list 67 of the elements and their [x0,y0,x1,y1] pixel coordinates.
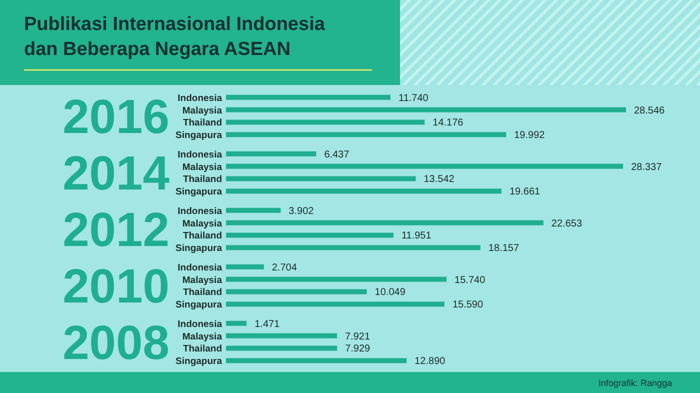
text: Indonesia [178,149,222,160]
bar [226,107,626,112]
text: Malaysia [182,218,222,230]
data-label: 7.929 [345,344,371,355]
data-label: 18.157 [488,243,520,254]
text: Thailand [182,344,222,355]
text: Indonesia [178,318,222,330]
data-label: 3.902 [288,206,314,217]
data-label: 6.437 [324,149,350,160]
series-label: Singapura [176,130,223,142]
series-label: Thailand [182,118,222,129]
series-label: Indonesia [178,92,223,104]
y-tick-label: 2014 [62,147,170,200]
data-label: 19.661 [510,186,541,198]
y-tick-label: 2012 [62,204,170,257]
bar [226,302,444,307]
bar [226,264,264,270]
data-label: 15.590 [452,300,484,311]
data-label: 11.951 [401,230,432,242]
bar [226,220,544,226]
text: Infografik: Rangga [598,378,672,388]
data-label: 22.653 [551,218,582,230]
bar [226,232,394,238]
data-label: 2.704 [272,262,298,274]
text: Singapura [176,356,222,368]
bar [226,245,480,250]
text: Malaysia [182,274,222,286]
bar [226,188,502,194]
data-label: 13.542 [424,174,455,186]
text: Singapura [176,186,222,198]
text: Indonesia [178,262,222,274]
data-label: 28.546 [634,105,666,116]
text: Thailand [182,174,222,186]
text: Malaysia [182,162,222,173]
bar [226,132,506,138]
bar [226,120,425,125]
data-label: 14.176 [432,118,464,129]
bar [226,164,624,169]
text: Indonesia [178,206,222,217]
data-label: 10.049 [374,287,406,298]
text: Thailand [182,230,222,242]
text: Singapura [176,243,222,254]
bar [226,276,447,282]
series-label: Malaysia [182,105,223,116]
y-tick-label: 2010 [62,260,170,314]
text: Thailand [182,287,222,298]
data-label: 12.890 [414,356,446,368]
bar [226,333,337,338]
y-tick-label: 2016 [62,90,170,144]
y-tick-label: 2008 [62,317,170,370]
data-label: 15.740 [454,274,486,286]
bar [226,151,316,156]
bar [226,176,416,182]
bar [226,289,367,294]
text: Malaysia [182,331,222,342]
text: Singapura [176,300,222,311]
data-label: 28.337 [631,162,662,173]
data-label: 19.992 [514,130,546,142]
chart-title: Publikasi Internasional Indonesia dan Beberapa Negara ASEAN [24,14,326,60]
bar [226,208,281,213]
bar [226,94,391,100]
data-label: 1.471 [254,318,280,330]
data-label: 7.921 [344,331,370,342]
data-label: 11.740 [398,92,429,104]
bar [226,320,247,326]
bar [226,358,407,364]
bar [226,346,338,351]
